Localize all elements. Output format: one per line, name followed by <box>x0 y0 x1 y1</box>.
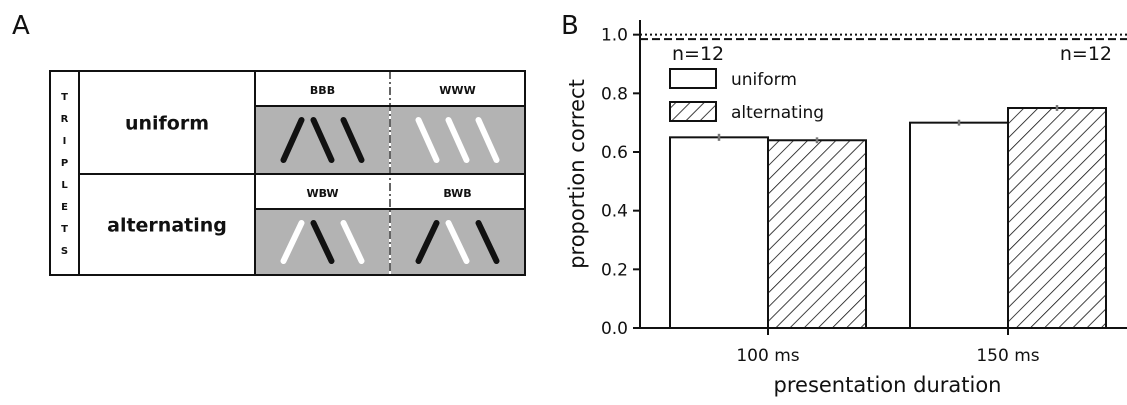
y-tick-label: 0.6 <box>601 143 628 163</box>
y-tick-label: 0.0 <box>601 319 628 339</box>
stimulus-bar-black <box>340 117 365 163</box>
row-label-uniform: uniform <box>125 113 209 135</box>
x-tick-label: 100 ms <box>736 346 799 366</box>
row-label-alternating: alternating <box>107 215 227 237</box>
triplets-letter: I <box>63 136 67 147</box>
n-annotation-left: n=12 <box>672 43 724 65</box>
axes <box>639 20 1127 329</box>
reference-lines <box>640 33 1127 41</box>
stimulus-bar-black <box>310 220 335 264</box>
x-axis-title: presentation duration <box>774 373 1002 397</box>
stimulus-bar-black <box>475 220 500 264</box>
bar-chart: 0.0 0.2 0.4 0.6 0.8 1.0 100 ms 150 ms proporti… <box>565 20 1127 397</box>
triplets-letter: R <box>61 114 69 125</box>
stimulus-bar-black <box>310 117 335 163</box>
y-ticks: 0.0 0.2 0.4 0.6 0.8 1.0 <box>601 26 640 339</box>
error-bars <box>717 105 1059 144</box>
bars <box>669 107 1107 329</box>
bar-alternating-0 <box>767 139 867 329</box>
legend-label-alternating: alternating <box>731 103 824 123</box>
y-tick-label: 0.4 <box>601 202 628 222</box>
legend-label-uniform: uniform <box>731 70 797 90</box>
panel-label-a: A <box>12 11 30 41</box>
stimulus-bar-white <box>445 117 470 163</box>
cell-header: WWW <box>439 84 475 97</box>
n-annotation-right: n=12 <box>1060 43 1112 65</box>
y-tick-label: 0.2 <box>601 260 628 280</box>
y-tick-label: 1.0 <box>601 26 628 46</box>
bar-uniform-1 <box>909 121 1009 329</box>
y-axis-title: proportion correct <box>565 79 589 269</box>
cell-header: BWB <box>443 187 471 200</box>
triplets-letter: E <box>61 202 68 213</box>
legend: uniform alternating <box>669 68 824 123</box>
stimulus-bar-white <box>340 220 365 264</box>
x-ticks: 100 ms 150 ms <box>736 328 1040 366</box>
stimulus-bar-white <box>415 117 440 163</box>
y-tick-label: 0.8 <box>601 84 628 104</box>
stimulus-bar-black <box>415 220 440 264</box>
triplets-letter: T <box>61 92 68 103</box>
x-tick-label: 150 ms <box>976 346 1039 366</box>
triplets-letter: L <box>61 180 68 191</box>
stimulus-bar-black <box>280 117 305 163</box>
panel-label-b: B <box>561 11 579 41</box>
legend-swatch-alternating <box>669 101 717 122</box>
stimulus-bar-white <box>280 220 305 264</box>
bar-uniform-0 <box>669 136 769 329</box>
cell-header: BBB <box>310 84 335 97</box>
stimulus-bar-white <box>445 220 470 264</box>
triplets-letter: P <box>61 158 68 169</box>
legend-swatch-uniform <box>669 68 717 89</box>
triplets-letter: T <box>61 224 68 235</box>
bar-alternating-1 <box>1007 107 1107 329</box>
cell-header: WBW <box>306 187 338 200</box>
triplets-letter: S <box>61 246 68 257</box>
stimulus-bar-white <box>475 117 500 163</box>
